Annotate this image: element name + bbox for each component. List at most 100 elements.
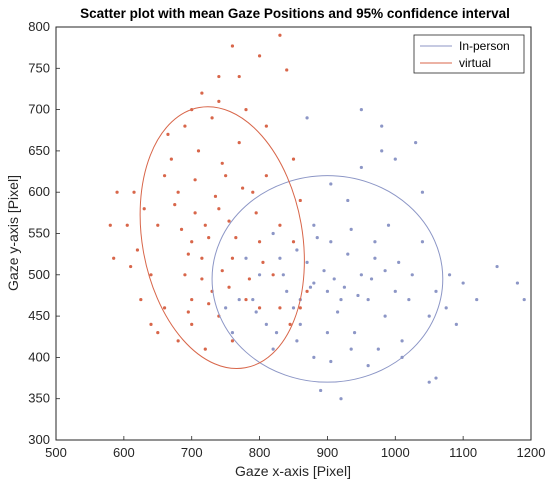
point-in-person xyxy=(495,264,499,269)
x-axis-label: Gaze x-axis [Pixel] xyxy=(235,463,351,479)
point-virtual xyxy=(162,174,167,178)
point-virtual xyxy=(132,190,136,194)
point-in-person xyxy=(312,223,316,227)
point-in-person xyxy=(336,310,340,314)
legend-box xyxy=(413,34,525,74)
point-in-person xyxy=(319,388,323,393)
point-virtual xyxy=(257,240,262,244)
point-in-person xyxy=(420,190,425,194)
point-virtual xyxy=(213,194,218,198)
point-in-person xyxy=(332,277,336,281)
point-in-person xyxy=(359,273,363,277)
point-virtual xyxy=(112,256,116,260)
point-in-person xyxy=(380,124,384,128)
point-virtual xyxy=(237,74,241,79)
point-virtual xyxy=(149,322,153,326)
y-tick-label: 650 xyxy=(28,143,50,158)
chart-title: Scatter plot with mean Gaze Positions an… xyxy=(80,6,510,21)
legend: In-person virtual xyxy=(413,34,525,74)
point-in-person xyxy=(444,306,448,310)
point-virtual xyxy=(241,186,245,190)
point-virtual xyxy=(196,149,201,153)
point-virtual xyxy=(234,236,238,240)
point-in-person xyxy=(349,227,353,231)
point-virtual xyxy=(176,339,180,343)
legend-label-virtual: virtual xyxy=(459,56,491,70)
point-in-person xyxy=(264,322,268,326)
point-in-person xyxy=(274,331,279,335)
point-virtual xyxy=(169,157,173,161)
point-in-person xyxy=(305,116,309,120)
point-virtual xyxy=(264,174,268,178)
confidence-ellipse-virtual xyxy=(139,106,305,370)
x-tick-label: 700 xyxy=(181,445,203,460)
legend-label-in-person: In-person xyxy=(459,39,510,53)
point-in-person xyxy=(271,231,275,236)
point-virtual xyxy=(261,260,265,265)
point-virtual xyxy=(186,310,190,314)
point-virtual xyxy=(230,339,235,343)
y-tick-label: 450 xyxy=(28,308,50,323)
point-virtual xyxy=(227,285,231,289)
point-in-person xyxy=(315,236,319,240)
point-virtual xyxy=(217,207,221,211)
y-tick-label: 600 xyxy=(28,184,50,199)
point-in-person xyxy=(434,376,438,380)
point-virtual xyxy=(210,116,214,120)
point-in-person xyxy=(346,252,350,256)
point-virtual xyxy=(162,306,167,310)
y-tick-label: 800 xyxy=(28,19,50,34)
point-virtual xyxy=(247,277,251,281)
point-virtual xyxy=(156,331,160,335)
point-in-person xyxy=(295,248,299,252)
y-tick-label: 350 xyxy=(28,391,50,406)
point-in-person xyxy=(254,310,258,314)
point-virtual xyxy=(129,264,133,269)
y-tick-label: 550 xyxy=(28,226,50,241)
point-virtual xyxy=(135,248,140,252)
point-in-person xyxy=(278,256,282,260)
point-in-person xyxy=(373,240,377,244)
point-virtual xyxy=(257,306,262,310)
point-virtual xyxy=(183,124,187,128)
points-layer xyxy=(108,33,526,401)
y-axis-ticks: 300 350 400 450 500 550 600 650 700 750 800 xyxy=(28,19,60,447)
point-in-person xyxy=(383,269,387,273)
point-virtual xyxy=(139,297,143,302)
point-virtual xyxy=(190,240,194,244)
x-axis-ticks: 500 600 700 800 900 1000 1100 1200 xyxy=(45,436,545,460)
x-tick-label: 900 xyxy=(317,445,339,460)
point-virtual xyxy=(254,211,258,215)
point-in-person xyxy=(271,347,275,351)
point-virtual xyxy=(173,202,177,207)
point-in-person xyxy=(447,273,452,277)
point-in-person xyxy=(386,223,391,227)
point-virtual xyxy=(193,178,197,182)
point-in-person xyxy=(325,289,330,293)
point-virtual xyxy=(200,256,204,260)
confidence-ellipse-in-person xyxy=(211,175,444,383)
point-in-person xyxy=(376,347,380,351)
point-in-person xyxy=(369,277,374,281)
point-in-person xyxy=(329,240,333,244)
point-in-person xyxy=(339,297,343,302)
point-virtual xyxy=(285,68,289,72)
point-virtual xyxy=(186,252,190,256)
point-in-person xyxy=(359,108,363,112)
point-in-person xyxy=(291,306,296,310)
point-in-person xyxy=(427,380,431,384)
point-in-person xyxy=(475,297,479,302)
point-in-person xyxy=(322,269,326,273)
point-virtual xyxy=(203,223,207,227)
point-virtual xyxy=(176,190,180,194)
point-in-person xyxy=(281,273,285,277)
point-in-person xyxy=(359,165,363,170)
y-axis-label: Gaze y-axis [Pixel] xyxy=(5,175,21,291)
point-in-person xyxy=(305,260,309,265)
point-virtual xyxy=(237,141,241,145)
point-in-person xyxy=(312,355,316,359)
y-tick-label: 500 xyxy=(28,267,50,282)
point-virtual xyxy=(298,198,302,203)
point-in-person xyxy=(237,297,241,302)
